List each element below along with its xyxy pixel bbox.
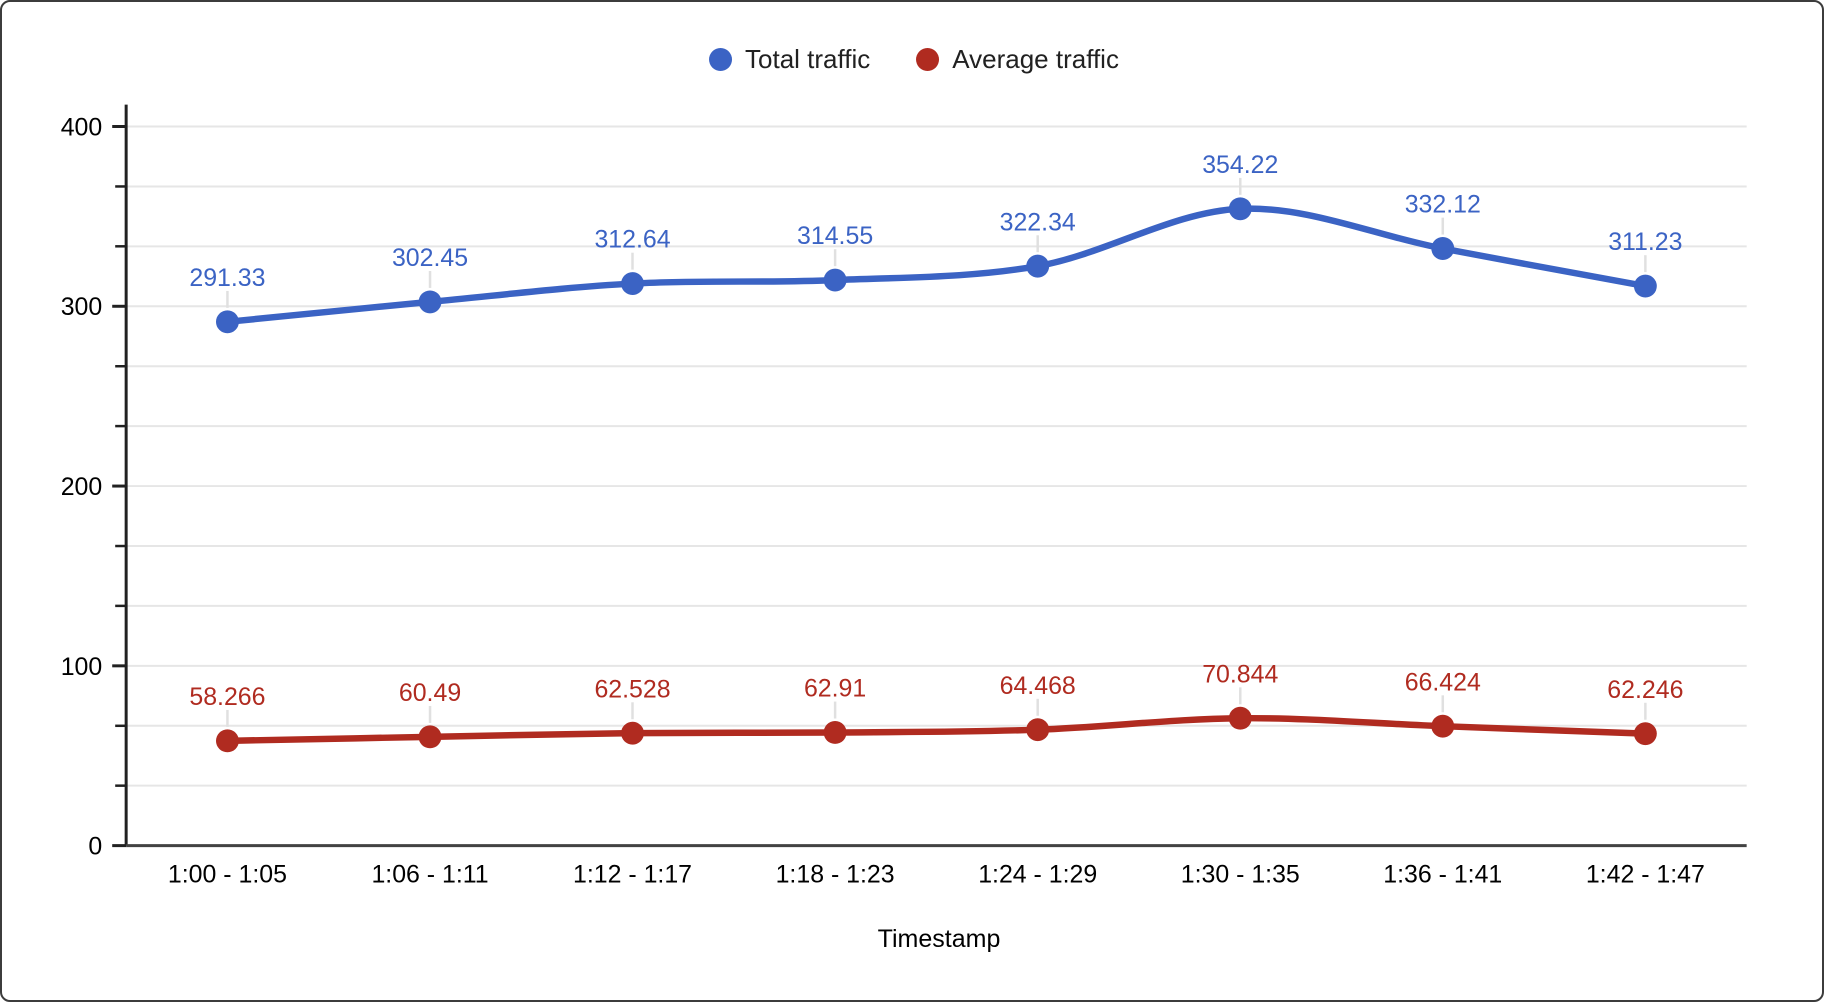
- data-point-marker: [1026, 718, 1050, 742]
- y-axis-labels: 0 100 200 300 400: [61, 113, 103, 860]
- y-tick-label: 400: [61, 113, 103, 141]
- x-tick-label: 1:18 - 1:23: [776, 860, 895, 888]
- x-axis-title: Timestamp: [877, 925, 1001, 953]
- x-tick-label: 1:42 - 1:47: [1586, 860, 1705, 888]
- y-tick-label: 300: [61, 293, 103, 321]
- data-point-marker: [621, 721, 644, 745]
- legend-series-dot-icon: [916, 47, 940, 71]
- data-point-label: 302.45: [392, 244, 468, 272]
- y-tick-label: 100: [61, 653, 103, 681]
- x-tick-label: 1:30 - 1:35: [1181, 860, 1300, 888]
- data-point-label: 70.844: [1202, 660, 1278, 688]
- data-point-label: 62.528: [594, 675, 670, 703]
- data-point-marker: [1228, 197, 1252, 221]
- x-tick-label: 1:06 - 1:11: [371, 860, 488, 888]
- data-point-marker: [215, 729, 239, 753]
- x-tick-label: 1:24 - 1:29: [978, 860, 1097, 888]
- y-tick-label: 0: [88, 833, 102, 861]
- data-point-label: 291.33: [189, 264, 265, 292]
- data-point-label: 62.246: [1607, 676, 1683, 704]
- series-line: [224, 714, 1649, 745]
- data-point-label: 62.91: [804, 675, 866, 703]
- series-total-traffic: 291.33 302.45 312.64 314.55 322.34 354.22 332.…: [189, 151, 1683, 334]
- legend-item-average-traffic: Average traffic: [916, 46, 1119, 72]
- data-point-label: 64.468: [1000, 672, 1076, 700]
- data-point-marker: [215, 310, 239, 334]
- series-line: [224, 205, 1649, 326]
- data-point-label: 66.424: [1405, 668, 1481, 696]
- data-point-marker: [823, 268, 847, 292]
- data-point-label: 332.12: [1405, 191, 1481, 219]
- data-point-label: 312.64: [594, 226, 670, 254]
- series-average-traffic: 58.266 60.49 62.528 62.91 64.468 70.844 66.424…: [189, 660, 1683, 753]
- y-axis-ticks: [112, 125, 127, 848]
- data-point-label: 314.55: [797, 222, 873, 250]
- data-point-label: 322.34: [1000, 208, 1076, 236]
- y-tick-label: 200: [61, 473, 103, 501]
- data-point-marker: [621, 272, 644, 296]
- data-point-marker: [418, 725, 442, 749]
- data-point-marker: [1633, 274, 1657, 298]
- gridlines: [126, 125, 1747, 787]
- legend-item-total-traffic: Total traffic: [709, 46, 870, 72]
- data-point-marker: [823, 721, 847, 744]
- data-point-marker: [1228, 706, 1252, 730]
- data-point-marker: [1026, 254, 1050, 278]
- data-point-label: 311.23: [1608, 228, 1682, 256]
- legend-series-label: Total traffic: [745, 44, 871, 74]
- legend-series-dot-icon: [709, 47, 733, 71]
- chart-legend: Total traffic Average traffic: [709, 46, 1119, 72]
- x-tick-label: 1:00 - 1:05: [168, 860, 287, 888]
- legend-series-label: Average traffic: [952, 44, 1119, 74]
- data-point-marker: [1431, 714, 1455, 738]
- data-point-label: 58.266: [189, 683, 265, 711]
- x-tick-label: 1:12 - 1:17: [573, 860, 692, 888]
- data-point-label: 354.22: [1202, 151, 1278, 179]
- data-point-marker: [1633, 722, 1657, 746]
- data-point-marker: [1431, 237, 1455, 260]
- data-point-label: 60.49: [399, 679, 461, 707]
- x-tick-label: 1:36 - 1:41: [1383, 860, 1502, 888]
- x-axis-labels: 1:00 - 1:05 1:06 - 1:11 1:12 - 1:17 1:18 - …: [168, 860, 1705, 888]
- data-point-marker: [418, 290, 442, 314]
